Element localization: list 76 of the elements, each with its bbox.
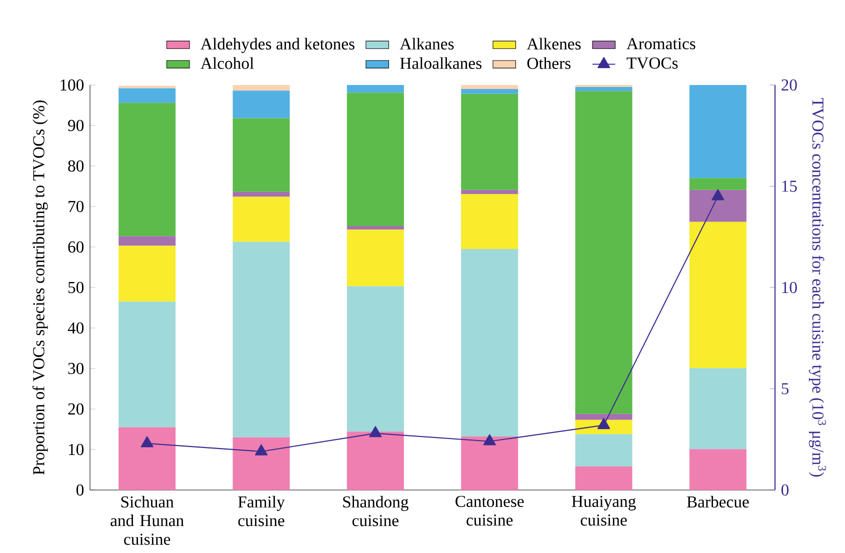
x-tick-label: Huaiyang cuisine — [572, 496, 636, 526]
bar — [232, 84, 290, 91]
x-tick-label: Family cuisine — [238, 496, 285, 526]
bar — [346, 92, 404, 226]
bar — [461, 94, 518, 190]
bar — [118, 302, 176, 428]
bar — [575, 434, 632, 467]
bar — [461, 190, 518, 194]
bar — [689, 222, 746, 368]
y-tick-label: 20 — [68, 403, 84, 415]
bar — [689, 190, 746, 222]
y-tick-label: 40 — [68, 322, 84, 334]
bar — [118, 102, 176, 236]
point — [712, 189, 724, 200]
bar — [232, 196, 290, 242]
y2-tick-label: 10 — [782, 282, 797, 294]
bar — [118, 246, 176, 302]
x-tick-label: Barbecue — [686, 496, 749, 508]
y-tick-label: 80 — [68, 160, 84, 172]
y-tick-label: 70 — [68, 200, 84, 212]
legend-label: Alkanes — [400, 38, 454, 50]
bar — [346, 226, 404, 230]
y2-axis-title: TVOCs concentrations for each cuisine type (10$^{3}$ μg/m$^{3}$) — [808, 98, 826, 477]
bar — [232, 242, 290, 438]
x-tick-label: Shandong cuisine — [343, 496, 408, 526]
y-axis-title: Proportion of VOCs species contributing to TVOCs (%) — [32, 100, 48, 475]
y2-tick-label: 15 — [782, 180, 797, 192]
y-tick-label: 100 — [60, 79, 84, 91]
legend-label: Aldehydes and ketones — [200, 38, 354, 53]
point — [140, 436, 154, 448]
bar — [461, 194, 518, 250]
bar — [118, 88, 176, 103]
bar — [232, 118, 290, 192]
legend-label: Aromatics — [626, 38, 696, 50]
y-tick-label: 50 — [68, 282, 84, 294]
bar — [575, 91, 632, 414]
legend-label: Others — [527, 57, 570, 69]
bar — [118, 427, 176, 490]
bar — [232, 437, 290, 490]
y2-tick-label: 5 — [782, 383, 789, 394]
y-tick-label: 10 — [68, 444, 84, 456]
y-tick-label: 0 — [76, 484, 84, 496]
bar — [232, 192, 290, 197]
bar — [461, 436, 518, 490]
y-tick-label: 30 — [68, 362, 84, 374]
legend-label: Alcohol — [200, 57, 254, 69]
y2-tick-label: 0 — [781, 484, 789, 496]
legend-label: TVOCs — [626, 57, 678, 69]
point — [254, 444, 268, 456]
x-tick-label: Sichuan and Hunan cuisine — [110, 496, 184, 545]
legend-label: Alkenes — [526, 38, 581, 50]
y2-tick-label: 20 — [782, 79, 797, 91]
bar — [689, 368, 746, 450]
bar — [575, 414, 632, 420]
bar — [461, 89, 518, 94]
x-tick-label: Cantonese cuisine — [456, 496, 524, 526]
point — [483, 434, 496, 446]
bar — [346, 230, 404, 286]
bar — [232, 90, 290, 118]
bar — [575, 87, 632, 92]
point — [369, 426, 382, 438]
bar — [689, 449, 746, 490]
bar — [346, 432, 404, 490]
bar — [575, 466, 632, 490]
bar — [118, 236, 176, 246]
bar — [689, 178, 746, 190]
bar — [689, 84, 746, 178]
y-tick-label: 90 — [68, 120, 84, 132]
bar — [461, 84, 518, 90]
legend-label: Haloalkanes — [400, 57, 482, 69]
y-tick-label: 60 — [68, 241, 84, 253]
point — [597, 418, 610, 430]
bar — [346, 84, 404, 93]
bar — [461, 249, 518, 437]
bar — [575, 84, 632, 88]
bar — [346, 286, 404, 432]
